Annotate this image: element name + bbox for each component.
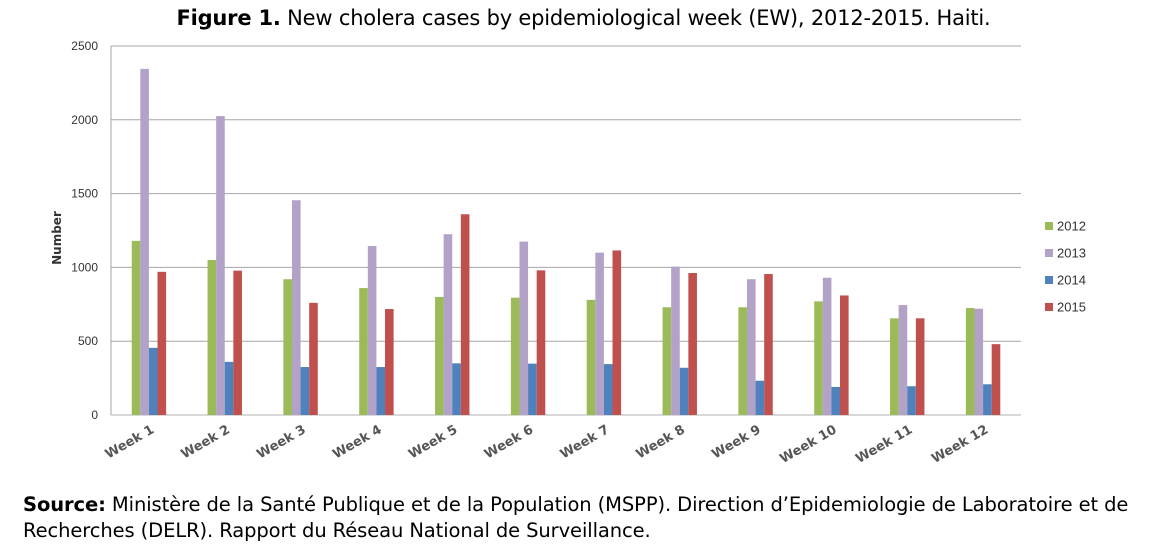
legend-swatch [1045, 276, 1053, 284]
bar-2015-week-4 [385, 309, 394, 415]
bar-2015-week-3 [309, 302, 318, 415]
bar-2014-week-7 [603, 364, 613, 415]
legend-swatch [1045, 222, 1053, 230]
bar-2012-week-7 [586, 299, 596, 415]
bar-2012-week-1 [131, 240, 141, 415]
legend-label: 2014 [1057, 273, 1086, 288]
bar-2014-week-5 [452, 363, 461, 415]
bar-2014-week-1 [148, 347, 158, 415]
x-axis-ticks: Week 1 Week 2 Week 3 Week 4 Week 5 Week 6 Week… [103, 422, 991, 466]
x-tick-label: Week 1 [103, 422, 157, 462]
x-tick-label: Week 7 [558, 422, 612, 462]
bar-2012-week-11 [890, 318, 899, 415]
x-tick-label: Week 4 [330, 422, 384, 462]
bar-2012-week-10 [814, 301, 823, 415]
y-tick-label: 1000 [71, 260, 98, 274]
bar-2014-week-3 [300, 367, 310, 415]
bar-2015-week-8 [688, 273, 697, 415]
bar-2013-week-9 [746, 279, 756, 415]
x-tick-label: Week 6 [482, 422, 536, 462]
bars [131, 68, 1001, 416]
legend-swatch [1045, 303, 1053, 311]
source-text: Ministère de la Santé Publique et de la … [23, 493, 1129, 542]
bar-2013-week-8 [671, 266, 680, 415]
bar-2014-week-4 [376, 367, 386, 415]
bar-2015-week-10 [840, 295, 849, 415]
bar-2015-week-12 [991, 344, 1001, 415]
bar-2015-week-9 [764, 274, 773, 415]
bar-2015-week-1 [157, 271, 167, 415]
bar-2012-week-3 [283, 279, 292, 415]
y-tick-label: 2500 [71, 39, 98, 53]
legend-label: 2012 [1057, 219, 1086, 234]
y-tick-label: 1500 [71, 187, 98, 201]
legend-item-2012: 2012 [1045, 219, 1086, 234]
figure-title: Figure 1. New cholera cases by epidemiol… [0, 6, 1167, 30]
bar-2012-week-4 [359, 288, 368, 415]
bar-chart: 0 500 1000 1500 2000 2500 Number Week 1 Week 2… [50, 39, 1086, 467]
y-tick-label: 500 [78, 334, 98, 348]
source-note: Source: Ministère de la Santé Publique e… [23, 492, 1153, 544]
figure-label: Figure 1. [176, 6, 281, 30]
x-tick-label: Week 10 [778, 422, 840, 466]
bar-2014-week-9 [755, 380, 765, 415]
y-tick-label: 0 [91, 408, 98, 422]
legend-item-2013: 2013 [1045, 246, 1086, 261]
y-axis-ticks: 0 500 1000 1500 2000 2500 [71, 39, 98, 422]
bar-2014-week-6 [528, 363, 537, 415]
x-tick-label: Week 11 [853, 422, 915, 466]
legend: 2012 2013 2014 2015 [1045, 219, 1086, 315]
bar-2014-week-8 [679, 367, 689, 415]
y-tick-label: 2000 [71, 113, 98, 127]
gridlines [110, 45, 1021, 416]
bar-2014-week-10 [831, 386, 841, 415]
bar-2013-week-10 [822, 277, 832, 415]
bar-2012-week-5 [435, 296, 444, 415]
bar-2013-week-11 [898, 305, 908, 415]
legend-label: 2013 [1057, 246, 1086, 261]
x-tick-label: Week 5 [406, 422, 460, 462]
bar-2014-week-11 [907, 386, 916, 415]
legend-item-2014: 2014 [1045, 273, 1086, 288]
bar-2015-week-6 [536, 270, 546, 415]
bar-2014-week-12 [983, 384, 992, 415]
bar-2013-week-5 [443, 234, 453, 415]
x-tick-label: Week 9 [710, 422, 764, 462]
legend-label: 2015 [1057, 300, 1086, 315]
source-label: Source: [23, 493, 106, 516]
bar-2012-week-9 [738, 307, 747, 415]
bar-2013-week-4 [367, 245, 377, 415]
figure-caption: New cholera cases by epidemiological wee… [280, 6, 991, 30]
x-tick-label: Week 8 [634, 422, 688, 462]
bar-2015-week-5 [460, 214, 470, 415]
bar-2012-week-6 [510, 297, 520, 415]
bar-2012-week-2 [207, 260, 217, 415]
bar-2012-week-12 [965, 307, 975, 415]
x-tick-label: Week 12 [929, 422, 991, 466]
bar-2013-week-7 [595, 252, 604, 415]
bar-2014-week-2 [224, 361, 234, 415]
x-tick-label: Week 3 [255, 422, 309, 462]
bar-2013-week-3 [291, 200, 301, 415]
bar-2015-week-7 [612, 250, 622, 415]
legend-item-2015: 2015 [1045, 300, 1086, 315]
x-tick-label: Week 2 [179, 422, 233, 462]
bar-2013-week-6 [519, 241, 529, 415]
bar-2015-week-2 [233, 270, 242, 415]
bar-2012-week-8 [662, 307, 672, 415]
bar-2013-week-1 [140, 68, 149, 416]
bar-2013-week-2 [216, 116, 225, 416]
legend-swatch [1045, 249, 1053, 257]
bar-2013-week-12 [974, 308, 984, 415]
bar-2015-week-11 [915, 318, 925, 415]
y-axis-label: Number [50, 211, 64, 265]
